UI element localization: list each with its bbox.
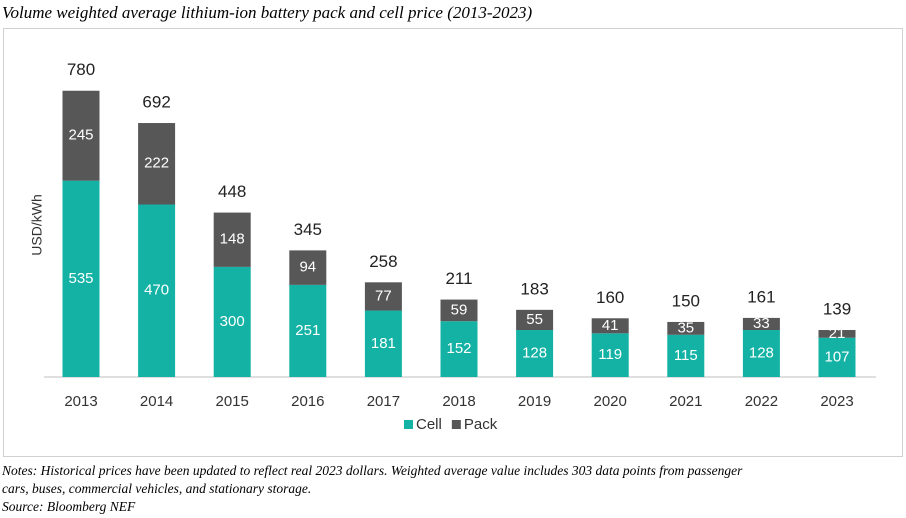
bar-segment [440, 299, 478, 322]
segment-label: 245 [68, 127, 93, 144]
legend-swatch [451, 420, 461, 429]
bar-segment [591, 333, 629, 377]
bar-segment [440, 321, 478, 377]
segment-label: 119 [598, 346, 622, 363]
bar-segment [213, 266, 251, 377]
total-label: 345 [294, 220, 322, 239]
segment-label: 35 [677, 319, 694, 336]
x-tick-label: 2019 [518, 393, 551, 410]
segment-label: 33 [753, 315, 770, 332]
bar-segment [62, 180, 100, 377]
total-label: 692 [142, 93, 170, 112]
segment-label: 128 [749, 344, 774, 361]
bar-segment [742, 330, 780, 377]
x-tick-label: 2018 [442, 393, 475, 410]
bar-segment [364, 282, 402, 311]
bar-segment [213, 212, 251, 267]
total-label: 161 [747, 287, 775, 306]
bar-segment [667, 334, 705, 377]
segment-label: 152 [446, 340, 471, 357]
bar-segment [516, 330, 554, 377]
bar-segment [138, 123, 176, 205]
bar-segment [289, 284, 327, 377]
total-label: 183 [520, 279, 548, 298]
segment-label: 222 [144, 155, 169, 172]
source: Source: Bloomberg NEF [2, 499, 136, 514]
total-label: 258 [369, 252, 397, 271]
bar-segment [289, 250, 327, 285]
segment-label: 55 [526, 311, 543, 328]
bar-segment [742, 317, 780, 331]
x-tick-label: 2022 [745, 393, 778, 410]
legend-label: Cell [416, 416, 442, 433]
segment-label: 41 [602, 317, 619, 334]
segment-label: 470 [144, 282, 169, 299]
segment-label: 535 [68, 270, 93, 287]
segment-label: 94 [299, 259, 316, 276]
x-tick-label: 2016 [291, 393, 324, 410]
bar-segment [667, 321, 705, 335]
chart-title: Volume weighted average lithium-ion batt… [2, 3, 533, 22]
segment-label: 148 [220, 231, 245, 248]
segment-label: 251 [295, 322, 320, 339]
plot: 535 245 780 2013 470 222 692 2014 300 148 448 2015 2… [62, 60, 856, 410]
segment-label: 21 [829, 325, 846, 342]
x-tick-label: 2021 [669, 393, 702, 410]
bar-segment [818, 337, 856, 377]
bar-segment [62, 90, 100, 181]
note: cars, buses, commercial vehicles, and st… [2, 481, 311, 496]
bar-segment [138, 204, 176, 377]
total-label: 150 [672, 291, 700, 310]
segment-label: 300 [220, 313, 245, 330]
legend-label: Pack [464, 416, 498, 433]
segment-label: 77 [375, 287, 392, 304]
total-label: 448 [218, 182, 246, 201]
segment-label: 107 [824, 348, 849, 365]
x-tick-label: 2020 [594, 393, 627, 410]
bar-segment [516, 309, 554, 331]
legend-swatch [404, 420, 413, 429]
total-label: 211 [445, 269, 472, 288]
x-tick-label: 2017 [367, 393, 400, 410]
total-label: 160 [596, 288, 624, 307]
total-label: 139 [823, 300, 851, 319]
segment-label: 181 [371, 335, 396, 352]
total-label: 780 [67, 60, 95, 79]
bar-segment [591, 318, 629, 334]
segment-label: 59 [451, 301, 468, 318]
legend: Cell Pack [404, 416, 498, 433]
bar-segment [818, 330, 856, 338]
x-tick-label: 2015 [216, 393, 249, 410]
note: Notes: Historical prices have been updat… [1, 463, 743, 478]
segment-label: 115 [674, 347, 698, 364]
bar-segment [364, 310, 402, 377]
chart-frame [3, 28, 903, 457]
x-tick-label: 2014 [140, 393, 173, 410]
x-tick-label: 2013 [64, 393, 97, 410]
segment-label: 128 [522, 344, 547, 361]
x-tick-label: 2023 [820, 393, 853, 410]
y-axis-label: USD/kWh [29, 194, 45, 255]
